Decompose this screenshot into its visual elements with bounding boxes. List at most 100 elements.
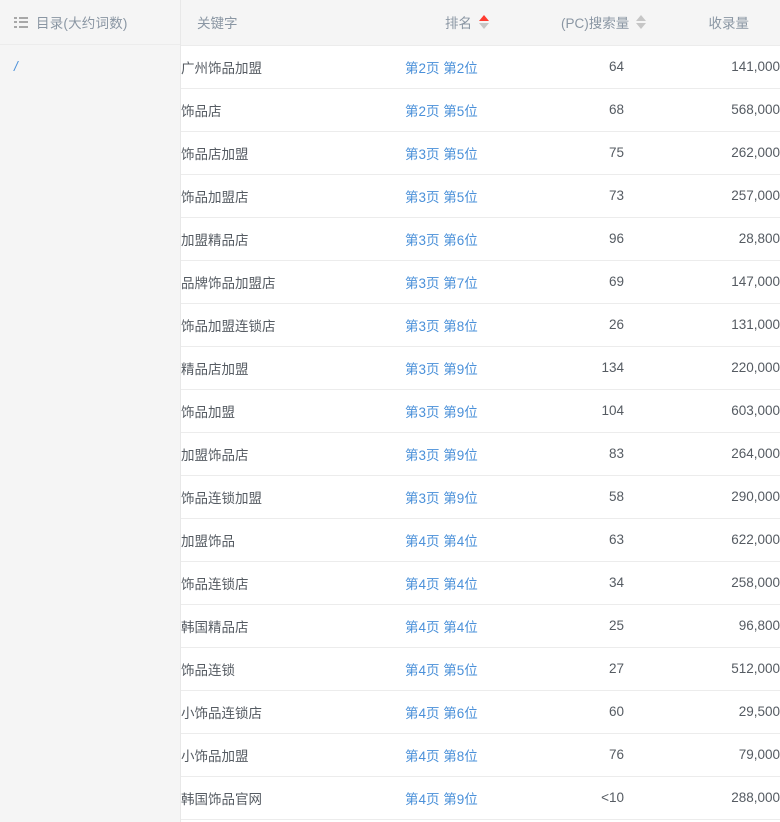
- rank-position-link[interactable]: 第5位: [443, 146, 478, 162]
- cell-indexed-count: 28,800: [624, 217, 780, 261]
- rank-page-link[interactable]: 第3页: [405, 232, 440, 248]
- cell-keyword: 饰品连锁: [181, 647, 405, 691]
- table-row[interactable]: 加盟饰品店 第3页 第9位 83 264,000: [181, 432, 780, 476]
- cell-search-volume: 27: [524, 647, 624, 691]
- cell-rank: 第4页 第5位: [405, 647, 524, 691]
- cell-keyword: 饰品连锁店: [181, 561, 405, 605]
- column-header-rank[interactable]: 排名: [405, 0, 524, 46]
- rank-position-link[interactable]: 第5位: [443, 103, 478, 119]
- rank-position-link[interactable]: 第5位: [443, 662, 478, 678]
- cell-search-volume: 60: [524, 690, 624, 734]
- table-row[interactable]: 韩国精品店 第4页 第4位 25 96,800: [181, 604, 780, 648]
- rank-position-link[interactable]: 第9位: [443, 404, 478, 420]
- cell-keyword: 品牌饰品加盟店: [181, 260, 405, 304]
- cell-indexed-count: 131,000: [624, 303, 780, 347]
- rank-page-link[interactable]: 第3页: [405, 318, 440, 334]
- table-row[interactable]: 饰品加盟店 第3页 第5位 73 257,000: [181, 174, 780, 218]
- rank-page-link[interactable]: 第2页: [405, 103, 440, 119]
- rank-position-link[interactable]: 第4位: [443, 533, 478, 549]
- sort-desc-arrow-icon[interactable]: [636, 23, 647, 30]
- rank-position-link[interactable]: 第9位: [443, 361, 478, 377]
- sort-toggle-rank-icon[interactable]: [479, 15, 490, 30]
- rank-position-link[interactable]: 第8位: [443, 318, 478, 334]
- rank-page-link[interactable]: 第3页: [405, 447, 440, 463]
- cell-keyword: 加盟饰品店: [181, 432, 405, 476]
- rank-page-link[interactable]: 第3页: [405, 361, 440, 377]
- rank-position-link[interactable]: 第6位: [443, 232, 478, 248]
- rank-page-link[interactable]: 第3页: [405, 146, 440, 162]
- cell-keyword: 加盟饰品: [181, 518, 405, 562]
- rank-page-link[interactable]: 第3页: [405, 275, 440, 291]
- table-row[interactable]: 饰品加盟 第3页 第9位 104 603,000: [181, 389, 780, 433]
- table-row[interactable]: 加盟饰品 第4页 第4位 63 622,000: [181, 518, 780, 562]
- table-row[interactable]: 精品店加盟 第3页 第9位 134 220,000: [181, 346, 780, 390]
- table-row[interactable]: 饰品加盟连锁店 第3页 第8位 26 131,000: [181, 303, 780, 347]
- rank-page-link[interactable]: 第3页: [405, 404, 440, 420]
- cell-indexed-count: 79,000: [624, 733, 780, 777]
- cell-search-volume: 64: [524, 45, 624, 89]
- table-body: 广州饰品加盟 第2页 第2位 64 141,000 饰品店 第2页 第5位 68 568,00…: [181, 45, 780, 820]
- column-header-rank-label: 排名: [445, 16, 472, 32]
- cell-search-volume: <10: [524, 776, 624, 820]
- cell-rank: 第4页 第6位: [405, 690, 524, 734]
- table-row[interactable]: 广州饰品加盟 第2页 第2位 64 141,000: [181, 45, 780, 89]
- sort-toggle-search-volume-icon[interactable]: [636, 15, 647, 30]
- table-row[interactable]: 小饰品连锁店 第4页 第6位 60 29,500: [181, 690, 780, 734]
- rank-page-link[interactable]: 第4页: [405, 791, 440, 807]
- rank-page-link[interactable]: 第4页: [405, 619, 440, 635]
- rank-page-link[interactable]: 第3页: [405, 490, 440, 506]
- cell-rank: 第3页 第6位: [405, 217, 524, 261]
- rank-position-link[interactable]: 第4位: [443, 619, 478, 635]
- cell-rank: 第3页 第7位: [405, 260, 524, 304]
- sidebar-header: 目录(大约词数): [0, 0, 180, 45]
- rank-position-link[interactable]: 第9位: [443, 447, 478, 463]
- keyword-table: 关键字 排名 (PC)搜: [181, 0, 780, 820]
- table-row[interactable]: 饰品连锁加盟 第3页 第9位 58 290,000: [181, 475, 780, 519]
- table-row[interactable]: 饰品店 第2页 第5位 68 568,000: [181, 88, 780, 132]
- cell-search-volume: 104: [524, 389, 624, 433]
- rank-position-link[interactable]: 第4位: [443, 576, 478, 592]
- cell-keyword: 饰品加盟店: [181, 174, 405, 218]
- directory-tree-item-root[interactable]: /: [14, 59, 18, 74]
- table-row[interactable]: 饰品店加盟 第3页 第5位 75 262,000: [181, 131, 780, 175]
- column-header-search-volume[interactable]: (PC)搜索量: [524, 0, 647, 46]
- cell-search-volume: 96: [524, 217, 624, 261]
- table-row[interactable]: 饰品连锁 第4页 第5位 27 512,000: [181, 647, 780, 691]
- cell-keyword: 广州饰品加盟: [181, 45, 405, 89]
- cell-keyword: 饰品加盟连锁店: [181, 303, 405, 347]
- cell-indexed-count: 622,000: [624, 518, 780, 562]
- rank-page-link[interactable]: 第4页: [405, 705, 440, 721]
- sort-asc-arrow-icon[interactable]: [479, 15, 489, 22]
- rank-page-link[interactable]: 第2页: [405, 60, 440, 76]
- rank-position-link[interactable]: 第9位: [443, 791, 478, 807]
- rank-position-link[interactable]: 第8位: [443, 748, 478, 764]
- rank-position-link[interactable]: 第7位: [443, 275, 478, 291]
- table-row[interactable]: 小饰品加盟 第4页 第8位 76 79,000: [181, 733, 780, 777]
- rank-position-link[interactable]: 第6位: [443, 705, 478, 721]
- table-row[interactable]: 加盟精品店 第3页 第6位 96 28,800: [181, 217, 780, 261]
- table-row[interactable]: 韩国饰品官网 第4页 第9位 <10 288,000: [181, 776, 780, 820]
- sort-asc-arrow-icon[interactable]: [636, 15, 647, 22]
- table-row[interactable]: 品牌饰品加盟店 第3页 第7位 69 147,000: [181, 260, 780, 304]
- cell-rank: 第3页 第5位: [405, 174, 524, 218]
- rank-position-link[interactable]: 第9位: [443, 490, 478, 506]
- rank-position-link[interactable]: 第2位: [443, 60, 478, 76]
- rank-page-link[interactable]: 第4页: [405, 748, 440, 764]
- rank-position-link[interactable]: 第5位: [443, 189, 478, 205]
- rank-page-link[interactable]: 第4页: [405, 576, 440, 592]
- rank-page-link[interactable]: 第4页: [405, 662, 440, 678]
- cell-keyword: 加盟精品店: [181, 217, 405, 261]
- table-row[interactable]: 饰品连锁店 第4页 第4位 34 258,000: [181, 561, 780, 605]
- cell-indexed-count: 257,000: [624, 174, 780, 218]
- sort-desc-arrow-icon[interactable]: [479, 23, 489, 30]
- cell-indexed-count: 512,000: [624, 647, 780, 691]
- cell-rank: 第3页 第9位: [405, 346, 524, 390]
- rank-page-link[interactable]: 第3页: [405, 189, 440, 205]
- rank-page-link[interactable]: 第4页: [405, 533, 440, 549]
- cell-search-volume: 75: [524, 131, 624, 175]
- cell-search-volume: 76: [524, 733, 624, 777]
- cell-rank: 第4页 第4位: [405, 518, 524, 562]
- cell-rank: 第4页 第4位: [405, 561, 524, 605]
- column-header-indexed-count-label: 收录量: [708, 16, 750, 32]
- table-header-row: 关键字 排名 (PC)搜: [181, 0, 780, 46]
